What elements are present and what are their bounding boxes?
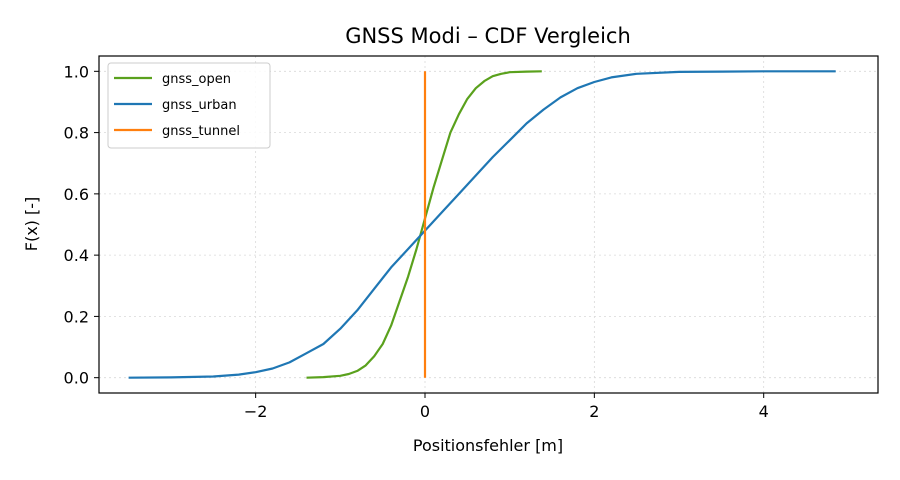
series-layer <box>128 70 836 379</box>
chart-title: GNSS Modi – CDF Vergleich <box>345 24 631 48</box>
y-tick-label: 0.0 <box>64 369 89 388</box>
x-tick-label: 4 <box>759 402 769 421</box>
legend-label-gnss-tunnel: gnss_tunnel <box>162 124 240 139</box>
series-line-gnss-urban <box>128 70 836 379</box>
legend-box <box>107 62 271 149</box>
plot-frame <box>98 55 879 394</box>
legend-label-gnss-open: gnss_open <box>162 72 231 87</box>
legend: gnss_open gnss_urban gnss_tunnel <box>107 62 271 149</box>
x-tick-label: 0 <box>420 402 430 421</box>
y-tick-label: 1.0 <box>64 62 89 81</box>
y-axis-label: F(x) [-] <box>22 197 41 252</box>
y-tick-label: 0.2 <box>64 307 89 326</box>
x-tick-label: 2 <box>589 402 599 421</box>
y-tick-label: 0.4 <box>64 246 89 265</box>
ticks: −2 0 2 4 0.0 0.2 0.4 0.6 0.8 1.0 <box>64 62 769 421</box>
legend-label-gnss-urban: gnss_urban <box>162 98 237 113</box>
y-tick-label: 0.6 <box>64 185 89 204</box>
x-tick-label: −2 <box>244 402 268 421</box>
y-tick-label: 0.8 <box>64 124 89 143</box>
legend-items: gnss_open gnss_urban gnss_tunnel <box>114 72 240 139</box>
x-axis-label: Positionsfehler [m] <box>413 436 563 455</box>
